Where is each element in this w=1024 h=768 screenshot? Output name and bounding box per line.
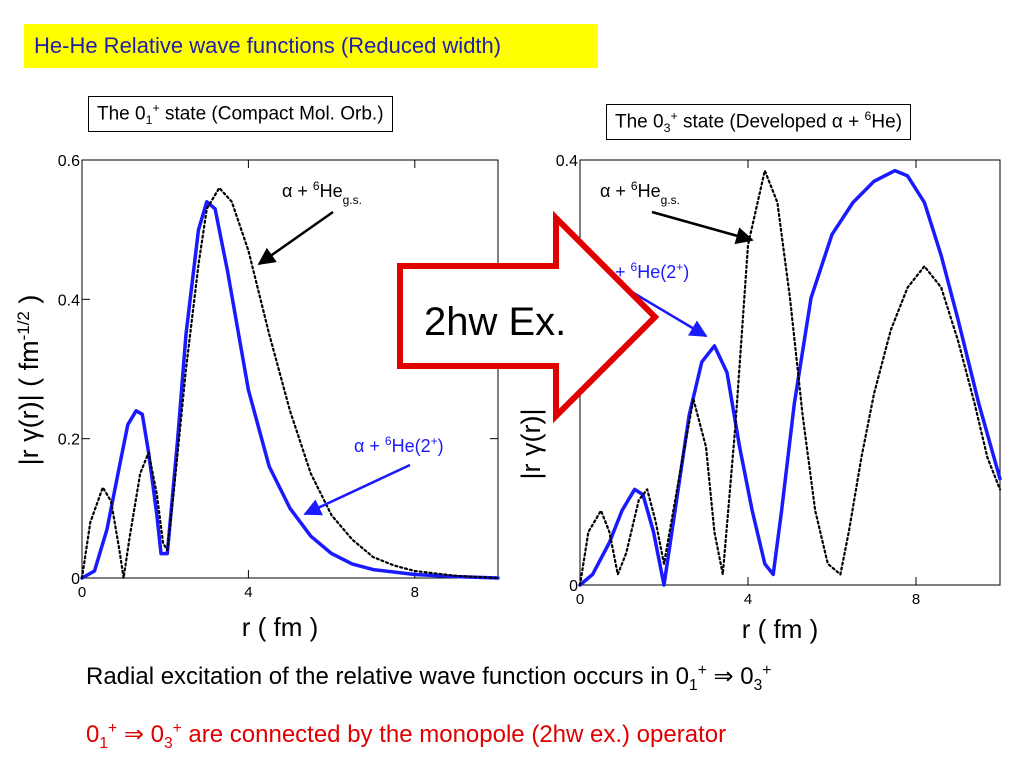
left-y-label-main: |r γ(r)| ( fm [14,340,44,465]
footer2-prefix: 0 [86,721,100,748]
right-annot-2p-mid: He(2 [637,262,676,282]
state-right-sup: + [670,109,678,123]
left-axis-ticks: 0 4 8 0 0.2 0.4 0.6 [58,153,498,601]
left-x-tick-label: 8 [411,584,419,601]
excitation-arrow-label: 2hw Ex. [424,300,566,344]
left-annot-2p-prefix: α + [354,436,385,456]
right-series-excited-2plus-line [578,168,1002,587]
right-y-tick-label: 0 [569,578,578,595]
state-right-prefix: The 0 [615,111,664,133]
footer1-sub1: 1 [689,676,698,694]
right-x-tick-label: 0 [576,591,584,608]
footer2-sup2: + [172,720,182,737]
left-annot-2p-sup: 6 [385,434,392,448]
state-right-suffix: state (Developed α + [677,111,865,133]
state-left-sub: 1 [145,113,153,128]
left-x-tick-label: 4 [244,584,252,601]
right-annot-gs-prefix: α + [600,181,631,201]
left-series-excited-2plus-line [80,200,500,580]
footer1-arrow: ⇒ 0 [706,663,754,690]
left-y-label-sup: -1/2 [14,311,33,340]
left-y-tick-label: 0.4 [58,292,80,309]
state-right-sup2: 6 [864,109,872,123]
left-annot-gs-mid: He [320,181,343,201]
left-annot-gs-sup: 6 [313,179,320,193]
footer1-sup1: + [697,662,707,679]
left-x-axis-label: r ( fm ) [242,612,319,642]
right-chart: 0 4 800.4 r ( fm ) |r γ(r)| α + 6Heg.s. + … [516,153,1002,644]
right-series-ground-state-line [578,169,1002,587]
right-axis-ticks: 0 4 8 0 0.4 [556,153,1000,608]
state-right-sub: 3 [663,121,671,136]
footer-line-2: 01+ ⇒ 03+ are connected by the monopole … [86,720,726,753]
left-annot-gs: α + 6Heg.s. [282,179,362,207]
right-annot-2plus: + 6He(2+) [615,260,689,282]
excitation-arrow-shape [397,210,660,424]
footer2-sub2: 3 [163,734,173,752]
left-annot-gs-prefix: α + [282,181,313,201]
right-annot-2p-sup: 6 [631,260,638,274]
right-annot-gs-mid: He [638,181,661,201]
footer2-arrow: ⇒ 0 [117,721,164,748]
footer2-sub1: 1 [99,734,109,752]
footer1-sup2: + [762,662,772,679]
right-y-tick-label: 0.4 [556,153,578,170]
right-annot-2plus-arrow [631,290,708,338]
state-right-suffix2: He) [871,111,903,133]
right-annot-gs-arrow [651,210,754,245]
left-annot-2p-suffix: ) [438,436,444,456]
right-annot-2p-suffix: ) [683,262,689,282]
footer1-text: Radial excitation of the relative wave f… [86,663,689,690]
left-y-tick-label: 0.6 [58,153,80,170]
state-left-prefix: The 0 [97,103,146,125]
state-label-right: The 03+ state (Developed α + 6He) [606,104,912,141]
left-annot-2plus: α + 6He(2+) [354,434,444,456]
footer2-sup1: + [108,720,118,737]
state-label-left: The 01+ state (Compact Mol. Orb.) [88,96,393,133]
excitation-arrow: 2hw Ex. [397,210,660,424]
left-annot-gs-sub: g.s. [343,193,362,207]
left-series-ground-state-line [80,186,500,580]
left-y-tick-label: 0 [71,571,80,588]
right-series-group [578,168,1002,587]
right-x-axis-label: r ( fm ) [742,614,819,644]
left-y-label-end: ) [14,295,44,312]
left-x-tick-label: 0 [78,584,86,601]
right-annot-2p-sup2: + [676,260,683,274]
left-series-group [80,186,500,580]
left-annot-gs-arrow [257,210,334,266]
state-left-suffix: state (Compact Mol. Orb.) [159,103,384,125]
left-annot-2plus-arrow [303,463,411,516]
left-annot-2p-sup2: + [431,434,438,448]
footer1-sub2: 3 [753,676,763,694]
state-left-sup: + [152,101,160,115]
right-x-tick-label: 4 [744,591,752,608]
slide-title: He-He Relative wave functions (Reduced w… [24,24,598,68]
left-y-tick-label: 0.2 [58,432,80,449]
left-annot-2p-mid: He(2 [392,436,431,456]
right-annot-gs: α + 6Heg.s. [600,179,680,207]
right-annot-gs-sub: g.s. [661,193,680,207]
left-y-axis-label: |r γ(r)| ( fm-1/2 ) [14,295,45,466]
left-chart: 0 4 8 0 0.2 0.4 0.6 r ( fm ) |r γ(r)| ( fm-1/2… [14,153,500,642]
footer2-text: are connected by the monopole (2hw ex.) … [181,721,727,748]
right-y-axis-label: |r γ(r)| [516,409,546,480]
footer-line-1: Radial excitation of the relative wave f… [86,662,771,695]
right-x-tick-label: 8 [912,591,920,608]
right-plot-frame [579,159,1001,586]
right-annot-gs-sup: 6 [631,179,638,193]
